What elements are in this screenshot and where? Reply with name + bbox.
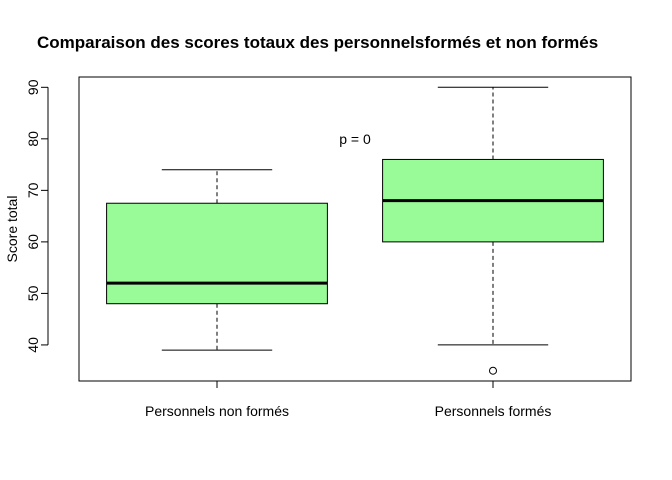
- y-tick-label-60: 60: [25, 234, 41, 250]
- y-tick-label-70: 70: [25, 182, 41, 198]
- x-tick-label-2: Personnels formés: [435, 403, 552, 419]
- y-tick-label-80: 80: [25, 131, 41, 147]
- box-iqr: [106, 202, 328, 305]
- y-tick-label-50: 50: [25, 285, 41, 301]
- boxes: [106, 86, 604, 375]
- x-axis: Personnels non formés Personnels formés: [145, 380, 552, 419]
- y-axis: 40 50 60 70 80 90: [25, 79, 49, 353]
- y-axis-label: Score total: [4, 196, 20, 263]
- box-2: [382, 86, 604, 375]
- x-tick-label-1: Personnels non formés: [145, 403, 289, 419]
- box-1: [106, 169, 328, 351]
- outlier-point: [489, 366, 497, 375]
- chart-title: Comparaison des scores totaux des person…: [37, 33, 598, 52]
- p-value-annotation: p = 0: [339, 131, 371, 147]
- y-tick-label-90: 90: [25, 79, 41, 95]
- y-tick-label-40: 40: [25, 337, 41, 353]
